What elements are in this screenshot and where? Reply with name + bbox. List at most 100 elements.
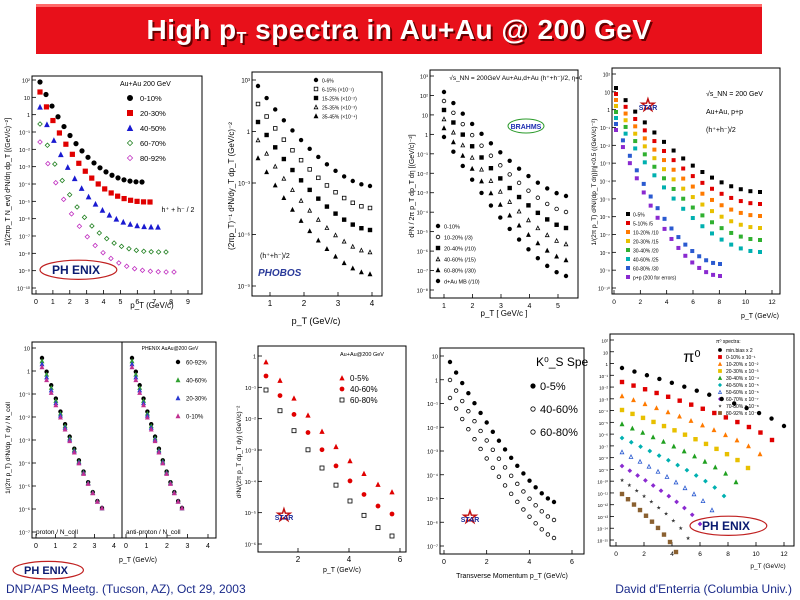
data-point [718, 348, 722, 352]
data-point [92, 200, 99, 207]
data-point [533, 503, 538, 508]
data-point [496, 474, 502, 479]
y-tick-label: 10⁻³ [417, 191, 428, 197]
data-point [305, 447, 311, 453]
x-tick-label: 3 [186, 543, 190, 550]
data-point [441, 134, 447, 140]
data-point [127, 95, 134, 102]
chart-title: K⁰_S Spectra [536, 355, 588, 369]
data-point [277, 393, 283, 398]
data-point [626, 211, 631, 216]
data-point [646, 463, 652, 469]
x-axis-label: p_T (GeV/c) [292, 316, 341, 326]
data-point [619, 421, 625, 427]
data-point [631, 502, 637, 507]
data-point [277, 408, 283, 414]
data-point [447, 377, 453, 383]
x-tick-label: 9 [186, 299, 190, 306]
y-tick-label: 10⁻⁷ [427, 544, 438, 551]
data-point [488, 190, 494, 196]
data-point [100, 249, 106, 256]
x-axis-label: p_T (GeV/c) [750, 563, 785, 570]
data-point [118, 243, 125, 250]
data-point [619, 407, 625, 413]
data-point [683, 253, 688, 258]
data-point [490, 465, 496, 470]
y-tick-label: 10⁻⁵ [245, 510, 256, 517]
legend-entry: 40-60% [350, 385, 378, 394]
data-point [527, 514, 532, 519]
data-point [677, 413, 682, 419]
data-point [690, 184, 695, 189]
plot-frame [121, 341, 217, 539]
data-point [255, 83, 261, 89]
data-point [79, 148, 85, 154]
data-point [507, 185, 512, 191]
data-point [113, 215, 120, 222]
data-point [667, 539, 673, 545]
data-point [147, 199, 153, 205]
legend-entry: 60-80% [540, 427, 578, 439]
data-point [671, 167, 676, 172]
x-tick-label: 6 [135, 299, 139, 306]
data-point [148, 223, 154, 230]
x-tick-label: 1 [268, 299, 273, 308]
legend-entry: 20-30% [186, 397, 207, 403]
data-point [703, 478, 708, 484]
data-point [148, 426, 154, 432]
data-point [718, 411, 722, 415]
data-point [697, 254, 702, 259]
legend-entry: 80-92% [140, 154, 166, 163]
y-tick-label: 10⁻¹ [417, 152, 428, 158]
data-point [544, 247, 550, 253]
legend-entry: 5-10% /5 [633, 222, 653, 228]
data-point [478, 428, 483, 434]
data-point [692, 453, 697, 459]
y-tick-label: 10⁻² [599, 386, 608, 391]
legend-entry: 40-60% (/15) [444, 258, 476, 264]
data-point [67, 132, 73, 139]
data-point [647, 448, 653, 454]
data-point [642, 120, 647, 125]
data-point [488, 203, 494, 208]
x-tick-label: 2 [639, 299, 643, 306]
data-point [738, 199, 743, 204]
legend-entry: 0-10% [186, 415, 204, 421]
data-point [545, 217, 550, 222]
legend-entry: 60-70% x 10⁻⁷ [726, 397, 759, 403]
data-point [710, 209, 715, 214]
data-point [700, 170, 705, 175]
data-point [515, 463, 520, 469]
data-point [359, 182, 364, 187]
data-point [748, 248, 753, 253]
data-point [642, 144, 647, 149]
data-point [673, 479, 679, 485]
data-point [632, 369, 637, 374]
x-tick-label: 0 [124, 543, 128, 550]
data-point [675, 462, 681, 468]
data-point [516, 222, 522, 228]
y-tick-label: 10⁻⁵ [417, 229, 428, 236]
data-point [315, 216, 321, 222]
data-point [731, 401, 737, 406]
data-point [324, 225, 330, 230]
data-point [163, 269, 169, 275]
data-point [106, 211, 113, 218]
data-point [453, 406, 459, 411]
data-point [535, 225, 541, 231]
data-point [757, 189, 762, 194]
data-point [620, 145, 625, 150]
data-point [619, 491, 625, 497]
x-axis-label: Transverse Momentum p_T (GeV/c) [456, 573, 568, 580]
y-tick-label: 10⁻⁶ [19, 216, 30, 223]
data-point [290, 187, 295, 193]
data-point [367, 205, 373, 211]
data-point [435, 223, 441, 229]
data-point [316, 154, 321, 160]
x-tick-label: 4 [670, 551, 674, 558]
data-point [460, 398, 465, 404]
legend-entry: 80-92% x 10⁻⁹ [726, 411, 759, 417]
data-point [76, 160, 82, 166]
data-point [263, 373, 269, 379]
data-point [498, 215, 503, 220]
